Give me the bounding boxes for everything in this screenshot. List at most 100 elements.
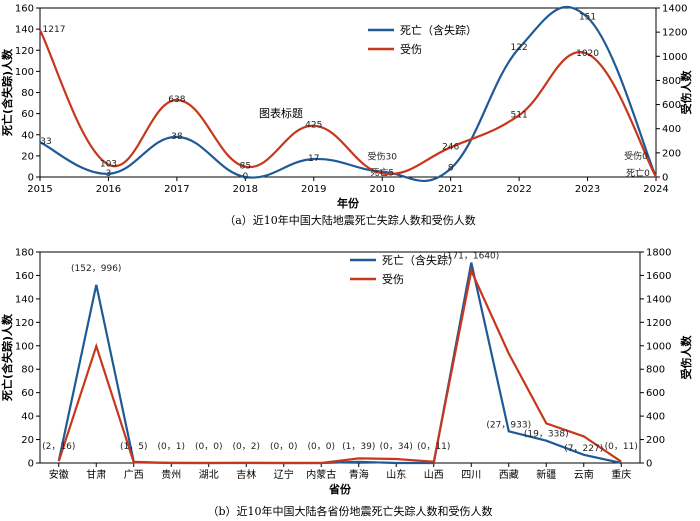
y2-tick-label: 400: [646, 412, 665, 423]
y-tick-label: 100: [15, 341, 34, 352]
point-label: (0，11): [417, 442, 450, 452]
point-label: (0，0): [270, 442, 297, 452]
point-label: (0，34): [380, 442, 413, 452]
death-data-label: 17: [308, 154, 319, 164]
point-label: (0，2): [233, 442, 260, 452]
y2-tick-label: 800: [646, 365, 665, 376]
x-tick-label: 西藏: [499, 469, 519, 481]
y2-tick-label: 600: [662, 100, 681, 111]
x-tick-label: 2019: [301, 184, 326, 195]
x-axis-title: 年份: [337, 196, 360, 210]
chart-a: （a）近10年中国大陆地震死亡失踪人数和受伤人数 020406080100120…: [0, 4, 693, 228]
point-label: (171，1640): [443, 252, 499, 262]
x-tick-label: 2015: [27, 184, 52, 195]
injured-data-label: 638: [168, 95, 185, 105]
y-tick-label: 120: [15, 318, 34, 329]
death-data-label: 3: [106, 169, 112, 179]
y-tick-label: 40: [21, 130, 34, 141]
x-tick-label: 安徽: [49, 468, 69, 481]
caption-a: （a）近10年中国大陆地震死亡失踪人数和受伤人数: [224, 213, 476, 227]
x-tick-label: 贵州: [161, 468, 181, 481]
injured-data-label: 246: [442, 142, 459, 152]
y2-tick-label: 1400: [662, 4, 687, 15]
x-tick-label: 2018: [233, 184, 258, 195]
y-tick-label: 40: [21, 412, 34, 423]
death-data-label: 33: [40, 137, 51, 147]
injured-data-label: 1020: [576, 49, 599, 59]
x-tick-label: 2023: [575, 184, 600, 195]
y2-tick-label: 200: [662, 148, 681, 159]
point-label: (2，16): [42, 442, 75, 452]
series-line-injured: [57, 267, 622, 465]
x-axis-title: 省份: [328, 482, 352, 496]
legend-label: 死亡（含失踪）: [382, 253, 459, 267]
x-tick-label: 辽宁: [274, 468, 294, 481]
injured-data-label: 85: [240, 162, 251, 172]
y2-tick-label: 0: [646, 459, 652, 470]
injured-data-label: 受伤30: [367, 150, 397, 162]
x-tick-label: 山东: [386, 468, 406, 481]
death-data-label: 151: [579, 13, 596, 23]
x-tick-label: 云南: [574, 468, 594, 481]
y-tick-label: 80: [21, 365, 34, 376]
y2-tick-label: 1200: [662, 28, 687, 39]
x-tick-label: 内蒙古: [306, 468, 336, 481]
y2-tick-label: 200: [646, 435, 665, 446]
x-tick-label: 吉林: [236, 468, 256, 481]
y-tick-label: 20: [21, 435, 34, 446]
death-data-label: 死亡0: [626, 167, 650, 179]
y2-tick-label: 1000: [646, 341, 671, 352]
point-label: (0，1): [158, 442, 185, 452]
y-tick-label: 140: [15, 25, 34, 36]
death-data-label: 8: [448, 164, 454, 174]
y-tick-label: 140: [15, 294, 34, 305]
y2-axis-title: 受伤人数: [679, 335, 693, 380]
y2-tick-label: 600: [646, 388, 665, 399]
y2-tick-label: 1600: [646, 271, 671, 282]
y-tick-label: 120: [15, 46, 34, 57]
injured-data-label: 425: [305, 121, 322, 131]
point-label: (19，338): [524, 430, 569, 440]
x-tick-label: 湖北: [199, 469, 219, 481]
x-tick-label: 2010: [369, 184, 394, 195]
death-data-label: 死亡5: [370, 167, 394, 179]
x-tick-label: 广西: [124, 469, 144, 481]
point-label: (27，933): [486, 420, 531, 430]
death-data-label: 38: [171, 132, 183, 142]
y2-tick-label: 1000: [662, 52, 687, 63]
x-tick-label: 新疆: [536, 468, 556, 481]
legend-label: 受伤: [400, 43, 422, 56]
point-label: (0，11): [605, 442, 638, 452]
y-axis-title: 死亡(含失踪)人数: [0, 313, 14, 401]
death-data-label: 0: [242, 172, 248, 182]
y-tick-label: 0: [28, 459, 34, 470]
x-tick-label: 2021: [438, 184, 463, 195]
point-label: (1，39): [342, 442, 375, 452]
y-tick-label: 160: [15, 4, 34, 15]
y-tick-label: 100: [15, 67, 34, 78]
x-tick-label: 青海: [349, 468, 369, 481]
chart-title: 图表标题: [259, 106, 303, 120]
injured-data-label: 1217: [43, 25, 66, 35]
y-tick-label: 160: [15, 271, 34, 282]
death-data-label: 122: [511, 43, 528, 53]
x-tick-label: 重庆: [611, 468, 631, 481]
y-tick-label: 60: [21, 388, 34, 399]
y2-tick-label: 0: [662, 173, 668, 184]
series-line-injured: [39, 29, 657, 178]
y-tick-label: 180: [15, 248, 34, 259]
y2-tick-label: 1200: [646, 318, 671, 329]
x-tick-label: 2017: [164, 184, 189, 195]
point-label: (0，0): [195, 442, 222, 452]
x-tick-label: 2016: [96, 184, 121, 195]
y2-tick-label: 1400: [646, 294, 671, 305]
y-tick-label: 20: [21, 151, 34, 162]
y2-tick-label: 800: [662, 76, 681, 87]
y-tick-label: 60: [21, 109, 34, 120]
injured-data-label: 受伤0: [624, 150, 648, 162]
y2-tick-label: 1800: [646, 248, 671, 259]
y2-axis-title: 受伤人数: [679, 70, 693, 115]
x-tick-label: 2022: [506, 184, 531, 195]
point-label: (7，227): [564, 444, 603, 454]
